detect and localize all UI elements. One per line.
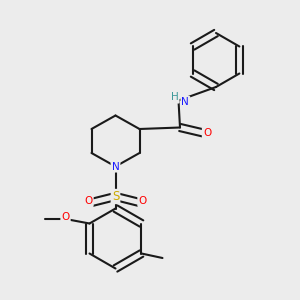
Text: N: N <box>112 161 119 172</box>
Text: S: S <box>112 190 119 203</box>
Text: H: H <box>171 92 178 103</box>
Text: O: O <box>203 128 211 139</box>
Text: N: N <box>182 97 189 107</box>
Text: O: O <box>61 212 70 223</box>
Text: O: O <box>138 196 147 206</box>
Text: O: O <box>84 196 93 206</box>
